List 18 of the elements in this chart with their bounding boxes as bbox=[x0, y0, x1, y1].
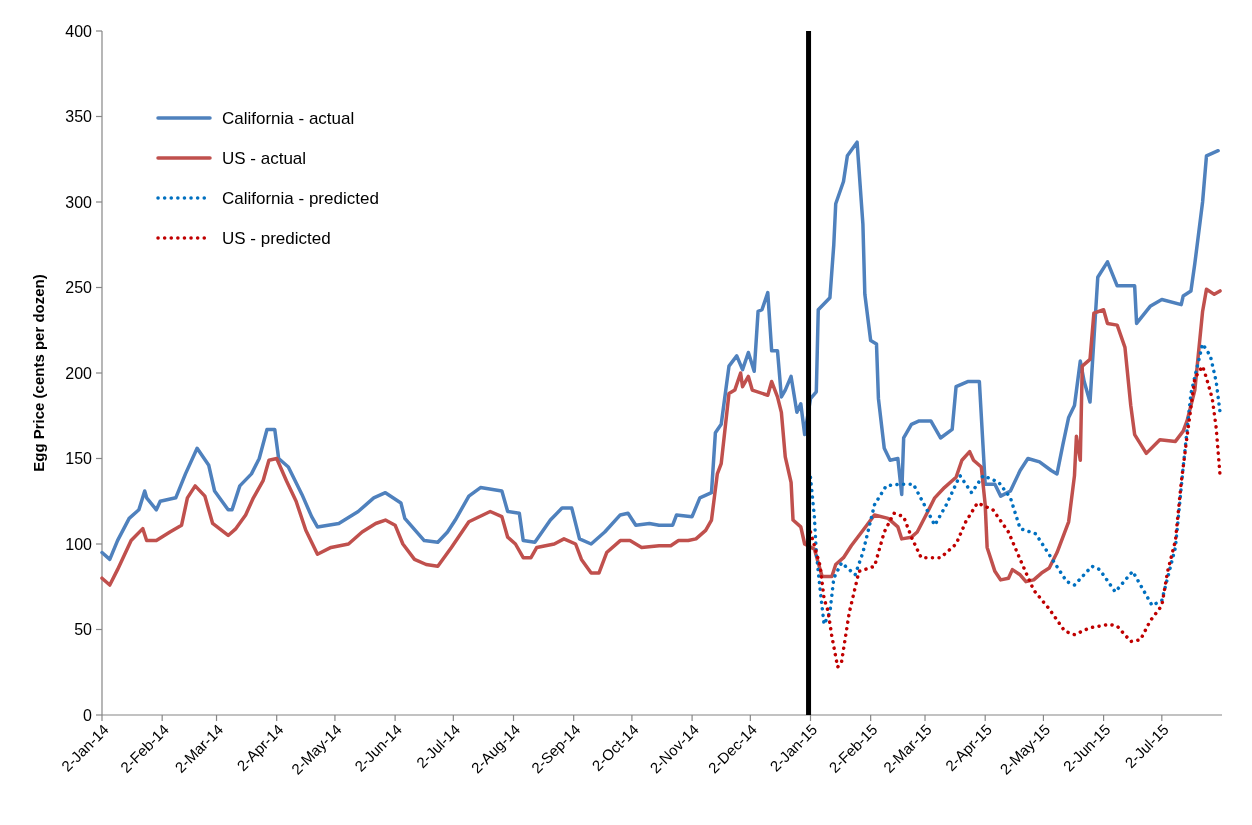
line-series bbox=[100, 287, 1222, 587]
legend-label: California - predicted bbox=[222, 188, 379, 208]
y-axis-title: Egg Price (cents per dozen) bbox=[30, 274, 47, 472]
legend-label: California - actual bbox=[222, 108, 355, 128]
y-tick-label: 200 bbox=[65, 364, 93, 382]
y-tick-label: 400 bbox=[65, 22, 93, 40]
line-series bbox=[100, 140, 1220, 562]
line-series bbox=[808, 364, 1222, 669]
legend-label: US - predicted bbox=[222, 228, 331, 248]
y-tick-label: 350 bbox=[65, 108, 93, 126]
y-tick-label: 100 bbox=[65, 535, 93, 553]
legend-label: US - actual bbox=[222, 148, 307, 168]
y-tick-label: 50 bbox=[74, 621, 93, 639]
line-series bbox=[808, 342, 1222, 627]
y-tick-label: 150 bbox=[65, 450, 93, 468]
y-tick-label: 250 bbox=[65, 279, 93, 297]
y-tick-label: 300 bbox=[65, 193, 93, 211]
y-tick-label: 0 bbox=[83, 706, 93, 724]
